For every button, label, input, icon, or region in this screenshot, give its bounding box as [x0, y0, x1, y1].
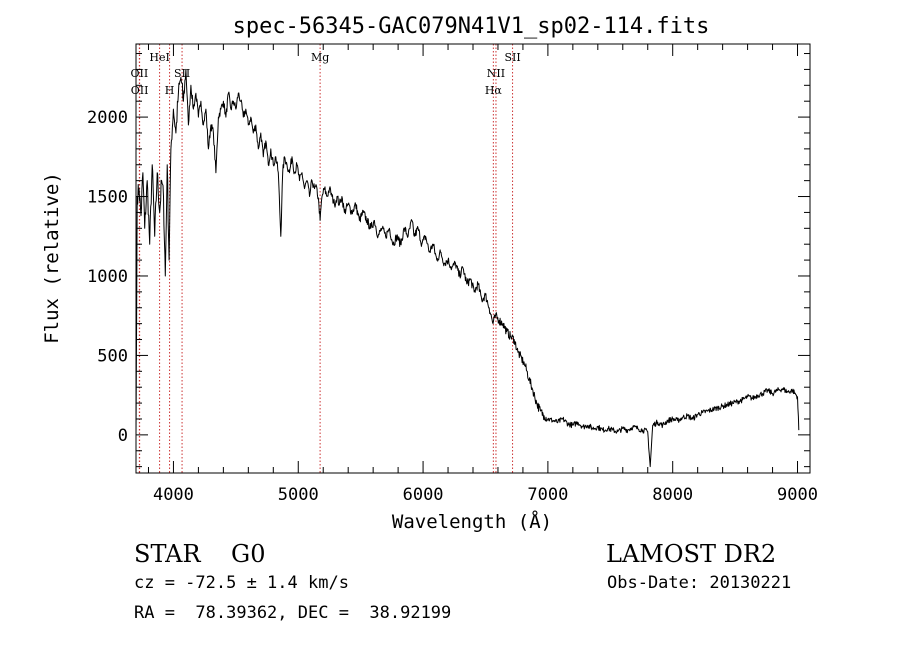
axis-ticks — [136, 44, 810, 473]
x-tick-label-4: 8000 — [652, 485, 693, 505]
y-tick-label-0: 0 — [118, 426, 128, 446]
marker-label-4: H — [165, 84, 175, 97]
marker-label-5: Mg — [311, 51, 329, 64]
marker-label-3: SII — [174, 67, 190, 80]
marker-label-6: NII — [487, 67, 505, 80]
classification-label: STAR G0 — [134, 540, 266, 568]
x-tick-label-0: 4000 — [153, 485, 194, 505]
y-tick-label-3: 1500 — [87, 188, 128, 208]
y-tick-label-1: 500 — [97, 346, 128, 366]
x-tick-label-1: 5000 — [278, 485, 319, 505]
coordinates-label: RA = 78.39362, DEC = 38.92199 — [134, 603, 452, 623]
x-tick-label-2: 6000 — [403, 485, 444, 505]
marker-label-2: HeI — [149, 51, 169, 64]
plot-frame — [135, 43, 811, 474]
y-tick-label-2: 1000 — [87, 267, 128, 287]
marker-label-1: OII — [131, 84, 149, 97]
y-tick-label-4: 2000 — [87, 108, 128, 128]
axis-tick-labels: 4000 5000 6000 7000 8000 9000 0 500 1000 1500 2000 — [87, 108, 818, 505]
marker-label-7: Hα — [485, 84, 503, 97]
chart-title: spec-56345-GAC079N41V1_sp02-114.fits — [233, 14, 710, 39]
x-axis-label: Wavelength (Å) — [392, 510, 552, 533]
spectrum-line — [135, 68, 800, 468]
survey-label: LAMOST DR2 — [606, 540, 777, 568]
x-tick-label-5: 9000 — [777, 485, 818, 505]
y-axis-label: Flux (relative) — [41, 172, 63, 344]
obs-date-label: Obs-Date: 20130221 — [607, 573, 792, 593]
x-tick-label-3: 7000 — [527, 485, 568, 505]
redshift-label: cz = -72.5 ± 1.4 km/s — [134, 573, 349, 593]
spectrum-series — [135, 68, 800, 468]
marker-label-8: SII — [504, 51, 520, 64]
